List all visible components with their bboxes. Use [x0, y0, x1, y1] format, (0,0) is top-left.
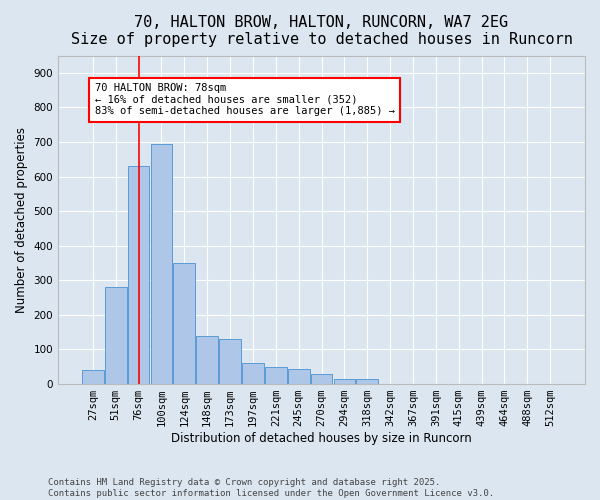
Y-axis label: Number of detached properties: Number of detached properties	[15, 127, 28, 313]
Bar	[196, 336, 218, 384]
Bar	[128, 166, 149, 384]
Bar	[311, 374, 332, 384]
Bar	[242, 364, 264, 384]
Bar	[105, 287, 127, 384]
X-axis label: Distribution of detached houses by size in Runcorn: Distribution of detached houses by size …	[171, 432, 472, 445]
Text: 70 HALTON BROW: 78sqm
← 16% of detached houses are smaller (352)
83% of semi-det: 70 HALTON BROW: 78sqm ← 16% of detached …	[95, 83, 395, 116]
Bar	[82, 370, 104, 384]
Bar	[173, 263, 195, 384]
Bar	[356, 379, 378, 384]
Bar	[288, 368, 310, 384]
Bar	[151, 144, 172, 384]
Bar	[219, 339, 241, 384]
Bar	[334, 379, 355, 384]
Title: 70, HALTON BROW, HALTON, RUNCORN, WA7 2EG
Size of property relative to detached : 70, HALTON BROW, HALTON, RUNCORN, WA7 2E…	[71, 15, 572, 48]
Bar	[265, 367, 287, 384]
Text: Contains HM Land Registry data © Crown copyright and database right 2025.
Contai: Contains HM Land Registry data © Crown c…	[48, 478, 494, 498]
